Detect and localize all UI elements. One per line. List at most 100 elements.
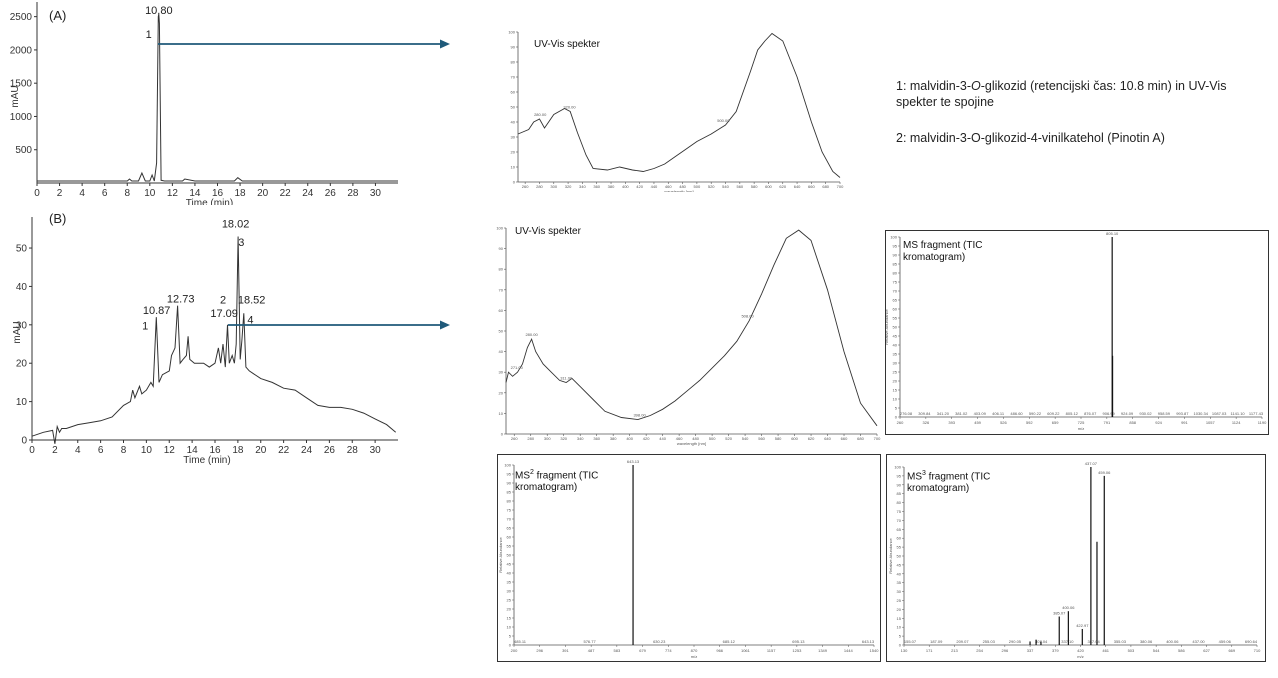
baseline-mz-label: 590.22 — [1029, 411, 1042, 416]
x-tick-label: 360 — [593, 184, 600, 189]
x-tick-label: 580 — [775, 436, 782, 441]
y-tick-label: 1500 — [10, 79, 33, 90]
x-tick-label: 500 — [694, 184, 701, 189]
y-tick-label: 30 — [893, 361, 898, 366]
y-tick-label: 500 — [15, 145, 32, 156]
x-tick-label: 2 — [52, 445, 58, 456]
x-tick-label: 966 — [716, 648, 723, 653]
x-tick-label: 337 — [1027, 648, 1034, 653]
chromatogram-trace — [37, 13, 398, 182]
y-tick-label: 40 — [511, 120, 516, 125]
x-tick-label: 620 — [779, 184, 786, 189]
y-tick-label: 0 — [513, 180, 516, 185]
x-tick-label: 680 — [857, 436, 864, 441]
y-tick-label: 5 — [509, 634, 512, 639]
uv-title-a: UV-Vis spekter — [534, 39, 600, 50]
x-tick-label: 6 — [102, 188, 108, 199]
x-tick-label: 28 — [347, 445, 359, 456]
y-tick-label: 100 — [894, 465, 901, 470]
baseline-mz-label: 695.13 — [792, 639, 805, 644]
x-tick-label: 520 — [725, 436, 732, 441]
y-tick-label: 10 — [893, 397, 898, 402]
x-tick-label: 10 — [144, 188, 156, 199]
x-tick-label: 540 — [722, 184, 729, 189]
ms2-title: MS2 fragment (TIC kromatogram) — [515, 469, 599, 494]
ms-peak-label: 805.10 — [1106, 231, 1119, 236]
x-tick-label: 30 — [370, 445, 382, 456]
y-tick-label: 70 — [507, 517, 512, 522]
y-tick-label: 10 — [507, 625, 512, 630]
x-tick-label: 18 — [235, 188, 247, 199]
baseline-mz-label: 290.05 — [1009, 639, 1022, 644]
y-tick-label: 100 — [890, 235, 897, 240]
x-tick-label: 586 — [1178, 648, 1185, 653]
x-tick-label: 420 — [1077, 648, 1084, 653]
x-tick-label: 1253 — [792, 648, 802, 653]
peak-label: 17.09 — [210, 308, 238, 320]
x-tick-label: 260 — [897, 420, 904, 425]
baseline-mz-label: 155.07 — [904, 639, 917, 644]
baseline-mz-label: 486.60 — [1010, 411, 1023, 416]
y-tick-label: 2500 — [10, 12, 33, 23]
ms-peak-label: 422.97 — [1076, 623, 1089, 628]
x-tick-label: 1057 — [1206, 420, 1216, 425]
x-tick-label: 774 — [665, 648, 672, 653]
x-tick-label: 171 — [926, 648, 933, 653]
x-axis-label: m/z — [1078, 426, 1084, 431]
y-tick-label: 45 — [897, 562, 902, 567]
x-tick-label: 380 — [608, 184, 615, 189]
y-tick-label: 30 — [507, 589, 512, 594]
peak-label: 500.00 — [717, 118, 730, 123]
y-tick-label: 20 — [511, 150, 516, 155]
peak-label: 18.52 — [238, 295, 266, 307]
x-tick-label: 130 — [901, 648, 908, 653]
x-tick-label: 260 — [522, 184, 529, 189]
x-tick-label: 420 — [636, 184, 643, 189]
y-tick-label: 100 — [496, 226, 503, 231]
x-tick-label: 400 — [622, 184, 629, 189]
x-tick-label: 640 — [794, 184, 801, 189]
chromatogram-b: 0 2 4 6 8 10 12 14 16 18 20 22 24 26 28 3001020304050Ti… — [12, 217, 398, 466]
x-tick-label: 660 — [841, 436, 848, 441]
baseline-mz-label: 924.09 — [1121, 411, 1134, 416]
y-tick-label: 85 — [507, 490, 512, 495]
x-tick-label: 391 — [562, 648, 569, 653]
x-tick-label: 870 — [691, 648, 698, 653]
x-tick-label: 8 — [124, 188, 130, 199]
y-tick-label: 1000 — [10, 112, 33, 123]
chromatogram-a: 0 2 4 6 8 10 12 14 16 18 20 22 24 26 28 305001000150020… — [10, 2, 398, 205]
x-tick-label: 440 — [651, 184, 658, 189]
ms-panel: 0 5 10 15 20 25 30 35 40 45 50 55 60 65 70 75 80 85 90 95 10… — [884, 230, 1269, 435]
y-tick-label: 50 — [507, 553, 512, 558]
y-tick-label: 40 — [16, 282, 28, 293]
y-tick-label: 55 — [897, 545, 902, 550]
x-tick-label: 26 — [325, 188, 337, 199]
y-tick-label: 60 — [511, 90, 516, 95]
x-tick-label: 583 — [614, 648, 621, 653]
x-tick-label: 12 — [167, 188, 179, 199]
x-tick-label: 725 — [1078, 420, 1085, 425]
x-tick-label: 1157 — [767, 648, 776, 653]
x-tick-label: 22 — [280, 188, 292, 199]
x-tick-label: 710 — [1254, 648, 1261, 653]
y-tick-label: 80 — [499, 267, 504, 272]
ms2-spectrum: 0 5 10 15 20 25 30 35 40 45 50 55 60 65 70 75 80 85 90 95 10… — [498, 459, 879, 659]
y-tick-label: 10 — [499, 411, 504, 416]
ms2-panel: 0 5 10 15 20 25 30 35 40 45 50 55 60 65 70 75 80 85 90 95 10… — [497, 454, 881, 662]
x-tick-label: 200 — [511, 648, 518, 653]
peak-label: 10.87 — [143, 305, 171, 317]
y-tick-label: 15 — [507, 616, 512, 621]
y-tick-label: 0 — [21, 436, 27, 447]
y-tick-label: 60 — [507, 535, 512, 540]
x-tick-label: 14 — [189, 188, 201, 199]
baseline-mz-label: 1177.43 — [1249, 411, 1264, 416]
x-tick-label: 1190 — [1258, 420, 1267, 425]
x-tick-label: 791 — [1104, 420, 1111, 425]
uv-trace — [517, 32, 841, 178]
y-tick-label: 90 — [499, 246, 504, 251]
x-tick-label: 379 — [1052, 648, 1059, 653]
x-axis-label: wavelength [nm] — [664, 189, 693, 192]
x-tick-label: 560 — [758, 436, 765, 441]
baseline-mz-label: 459.06 — [1219, 639, 1232, 644]
y-tick-label: 30 — [511, 135, 516, 140]
